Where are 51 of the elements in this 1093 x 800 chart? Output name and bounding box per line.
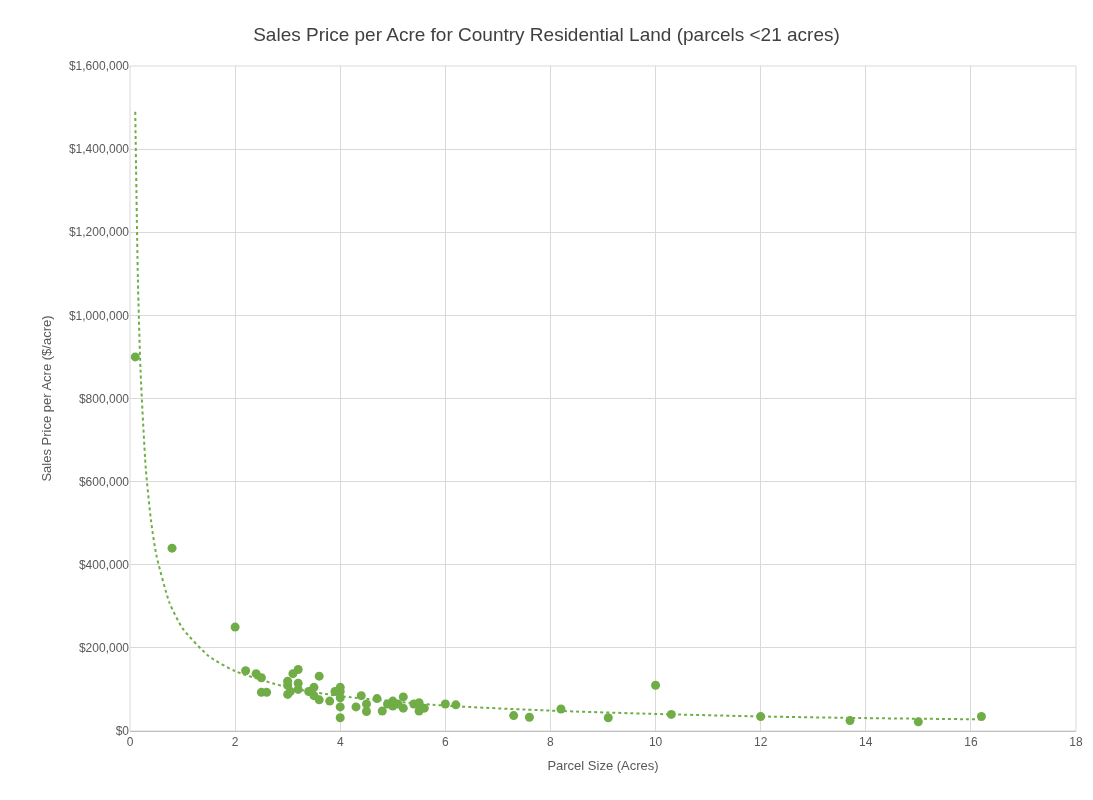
y-tick-label: $1,600,000: [68, 59, 130, 74]
point: [976, 711, 986, 721]
y-tick-label: $200,000: [78, 641, 130, 656]
point: [167, 543, 177, 553]
x-tick-label: 8: [547, 735, 555, 750]
point: [356, 691, 366, 701]
point: [451, 700, 461, 710]
y-tick-label: $1,000,000: [68, 308, 130, 323]
x-tick-label: 12: [753, 735, 768, 750]
point: [398, 692, 408, 702]
point: [335, 693, 345, 703]
point: [335, 713, 345, 723]
x-tick-label: 10: [648, 735, 663, 750]
point: [666, 709, 676, 719]
y-tick-label: $800,000: [78, 391, 130, 406]
chart-title: Sales Price per Acre for Country Residential Land (parcels <21 acres): [253, 24, 840, 46]
x-tick-label: 16: [964, 735, 978, 750]
point: [603, 713, 613, 723]
point: [756, 711, 766, 721]
point: [524, 712, 534, 722]
point: [377, 706, 387, 716]
y-tick-label: $1,200,000: [68, 225, 130, 240]
point: [230, 622, 240, 632]
y-tick-label: $1,400,000: [68, 142, 130, 157]
x-tick-label: 14: [859, 735, 873, 750]
x-tick-label: 18: [1069, 735, 1083, 750]
point: [398, 703, 408, 713]
point: [351, 702, 361, 712]
point: [325, 696, 335, 706]
point: [556, 704, 566, 714]
x-tick-label: 6: [441, 735, 449, 750]
point: [130, 352, 140, 362]
point: [335, 702, 345, 712]
point: [314, 695, 324, 705]
y-axis-title: Sales Price per Acre ($/acre): [38, 315, 54, 482]
point: [372, 694, 382, 704]
point: [845, 716, 855, 726]
point: [241, 666, 251, 676]
point: [440, 699, 450, 709]
point: [309, 682, 319, 692]
point: [256, 673, 266, 683]
y-tick-label: $600,000: [78, 474, 130, 489]
y-tick-label: $400,000: [78, 557, 130, 572]
x-axis-title: Parcel Size (Acres): [547, 758, 659, 773]
point: [509, 711, 519, 721]
x-tick-label: 2: [231, 735, 239, 750]
x-tick-label: 4: [336, 735, 344, 750]
point: [651, 680, 661, 690]
point: [293, 664, 303, 674]
point: [314, 671, 324, 681]
point: [913, 717, 923, 727]
